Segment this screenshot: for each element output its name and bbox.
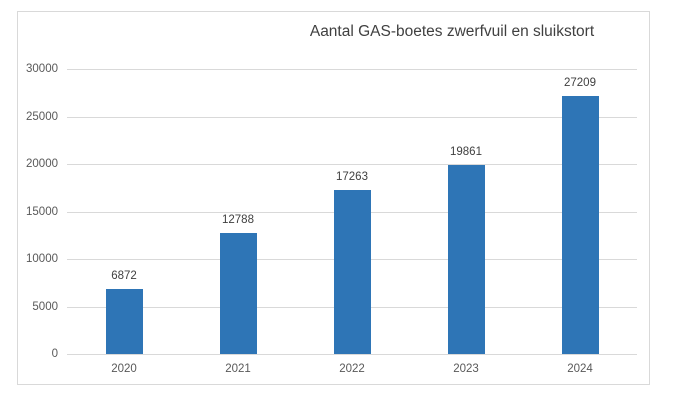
x-axis-tick-label: 2021 bbox=[225, 363, 251, 375]
bar-data-label: 19861 bbox=[450, 146, 482, 158]
bar-2022 bbox=[334, 190, 371, 354]
gridline bbox=[67, 69, 637, 70]
x-axis-tick-label: 2020 bbox=[111, 363, 137, 375]
x-axis-tick-label: 2022 bbox=[339, 363, 365, 375]
bar-data-label: 17263 bbox=[336, 171, 368, 183]
gridline bbox=[67, 117, 637, 118]
x-axis-tick-label: 2023 bbox=[453, 363, 479, 375]
bar-2024 bbox=[562, 96, 599, 354]
y-axis-tick-label: 0 bbox=[51, 348, 58, 360]
bar-2020 bbox=[106, 289, 143, 354]
bar-2023 bbox=[448, 165, 485, 354]
y-axis-tick-label: 20000 bbox=[26, 158, 58, 170]
chart-title: Aantal GAS-boetes zwerfvuil en sluikstor… bbox=[309, 23, 595, 40]
bar-2021 bbox=[220, 233, 257, 354]
chart-frame: Aantal GAS-boetes zwerfvuil en sluikstor… bbox=[17, 11, 650, 385]
y-axis-tick-label: 30000 bbox=[26, 63, 58, 75]
bar-data-label: 12788 bbox=[222, 214, 254, 226]
y-axis-tick-label: 5000 bbox=[32, 301, 58, 313]
x-axis-line bbox=[67, 354, 637, 355]
bar-data-label: 6872 bbox=[111, 270, 137, 282]
y-axis-tick-label: 15000 bbox=[26, 206, 58, 218]
gridline bbox=[67, 164, 637, 165]
x-axis-tick-label: 2024 bbox=[567, 363, 593, 375]
bar-data-label: 27209 bbox=[564, 77, 596, 89]
y-axis-tick-label: 10000 bbox=[26, 253, 58, 265]
y-axis-tick-label: 25000 bbox=[26, 111, 58, 123]
